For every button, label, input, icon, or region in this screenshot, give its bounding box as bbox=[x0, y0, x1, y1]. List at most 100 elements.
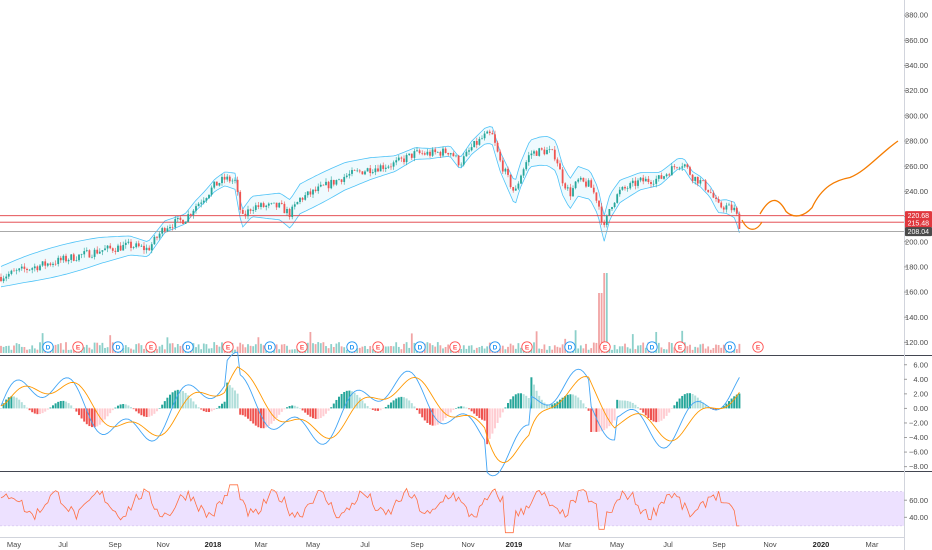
event-marker-label: E bbox=[453, 344, 458, 351]
candle-body bbox=[291, 206, 294, 217]
macd-histogram-bar bbox=[468, 408, 470, 410]
macd-histogram-bar bbox=[262, 408, 265, 429]
macd-histogram-bar bbox=[455, 408, 457, 409]
macd-histogram-bar bbox=[572, 394, 574, 409]
volume-bar bbox=[23, 347, 26, 353]
event-marker bbox=[264, 341, 276, 353]
volume-bar bbox=[605, 273, 608, 353]
candle-body bbox=[686, 164, 689, 168]
candle-body bbox=[663, 176, 665, 179]
candle-body bbox=[364, 171, 366, 175]
macd-histogram-bar bbox=[730, 398, 733, 409]
macd-histogram-bar bbox=[543, 402, 546, 409]
candlesticks[interactable] bbox=[0, 129, 741, 284]
event-marker-label: D bbox=[46, 344, 51, 351]
event-marker-label: E bbox=[525, 344, 530, 351]
macd-histogram-bar bbox=[629, 401, 632, 409]
time-axis[interactable]: May Jul Sep Nov 2018 Mar May Jul Sep Nov 2019 Mar Ma… bbox=[7, 540, 879, 549]
volume-bar bbox=[33, 348, 36, 353]
volume-bar bbox=[533, 342, 535, 353]
candle-body bbox=[156, 236, 158, 238]
candle-body bbox=[720, 202, 723, 208]
volume-bar bbox=[556, 346, 559, 353]
macd-axis[interactable]: 6.00 4.00 2.00 0.00 −2.00 −4.00 −6.00 −8.00 bbox=[904, 360, 928, 471]
candle-body bbox=[215, 181, 218, 186]
candle-body bbox=[478, 138, 481, 145]
volume-bar bbox=[665, 349, 668, 353]
main-pane[interactable] bbox=[0, 0, 904, 355]
macd-histogram-bar bbox=[494, 408, 496, 429]
candle-body bbox=[452, 153, 455, 157]
macd-histogram-bar bbox=[70, 405, 73, 409]
candle-body bbox=[395, 160, 398, 163]
candle-body bbox=[293, 204, 296, 207]
price-axis[interactable]: 380.00 360.00 340.00 320.00 300.00 280.00 260.… bbox=[904, 11, 928, 347]
macd-histogram-bar bbox=[114, 407, 117, 409]
horizontal-lines[interactable] bbox=[0, 215, 904, 233]
macd-histogram-bar bbox=[213, 408, 216, 410]
volume-bar bbox=[395, 342, 398, 353]
price-tick-label: 300.00 bbox=[905, 111, 928, 120]
event-marker bbox=[182, 341, 194, 353]
band-lower-line bbox=[0, 143, 740, 288]
macd-histogram-bar bbox=[598, 408, 600, 432]
candle-body bbox=[127, 241, 130, 243]
projection-path[interactable] bbox=[741, 140, 899, 230]
candle-body bbox=[715, 197, 717, 199]
macd-histogram-bar bbox=[668, 408, 671, 413]
macd-histogram-bar bbox=[195, 404, 197, 409]
candle-body bbox=[650, 182, 652, 185]
event-marker-label: E bbox=[149, 344, 154, 351]
macd-histogram-bar bbox=[413, 406, 416, 409]
macd-histogram-bar bbox=[101, 408, 104, 423]
macd-histogram-bar bbox=[499, 408, 502, 418]
macd-indicator[interactable] bbox=[0, 351, 741, 477]
volume-bar bbox=[390, 346, 392, 353]
rsi-axis[interactable]: 60.00 40.00 bbox=[904, 496, 928, 522]
candle-body bbox=[356, 170, 359, 172]
macd-histogram-bar bbox=[327, 408, 330, 411]
macd-histogram-bar bbox=[548, 404, 551, 409]
macd-histogram-bar bbox=[257, 408, 260, 428]
macd-histogram-bar bbox=[392, 400, 395, 409]
candle-body bbox=[210, 187, 213, 195]
macd-histogram-bar bbox=[210, 408, 213, 412]
macd-histogram-bar bbox=[52, 405, 54, 409]
macd-histogram-bar bbox=[80, 408, 83, 419]
volume-bar bbox=[343, 347, 346, 353]
macd-histogram-bar bbox=[527, 398, 530, 409]
candle-body bbox=[49, 263, 52, 265]
candle-body bbox=[626, 188, 629, 189]
macd-tick-label: −6.00 bbox=[909, 448, 928, 457]
rsi-indicator[interactable] bbox=[0, 484, 740, 534]
candle-body bbox=[273, 202, 275, 204]
macd-histogram-bar bbox=[208, 408, 210, 413]
candle-body bbox=[57, 257, 60, 265]
volume-bar bbox=[366, 349, 369, 353]
price-tick-label: 140.00 bbox=[905, 313, 928, 322]
macd-histogram-bar bbox=[683, 394, 686, 409]
volume-bar bbox=[631, 334, 634, 353]
macd-tick-label: 4.00 bbox=[913, 375, 928, 384]
event-marker bbox=[372, 341, 384, 353]
candle-body bbox=[200, 202, 203, 204]
macd-histogram-bar bbox=[241, 408, 244, 416]
volume-bar bbox=[291, 349, 294, 353]
event-marker-label: D bbox=[116, 344, 121, 351]
macd-histogram-bar bbox=[608, 408, 611, 427]
candle-body bbox=[119, 245, 122, 251]
candle-body bbox=[327, 181, 330, 189]
candle-body bbox=[78, 254, 80, 261]
macd-histogram-bar bbox=[504, 407, 507, 409]
macd-histogram-bar bbox=[54, 403, 57, 409]
candle-body bbox=[483, 133, 486, 139]
macd-histogram-bar bbox=[187, 395, 190, 409]
volume-bar bbox=[514, 348, 517, 353]
volume-bar bbox=[611, 349, 613, 353]
candle-body bbox=[187, 214, 190, 222]
volume-bar bbox=[598, 293, 600, 353]
volume-bar bbox=[499, 348, 502, 353]
volume-bar bbox=[127, 347, 130, 353]
